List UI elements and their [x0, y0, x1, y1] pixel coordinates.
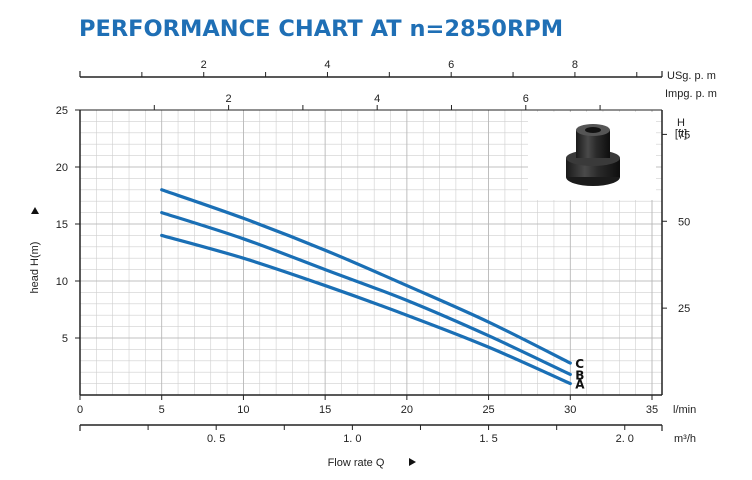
- y-axis-arrow-icon: [31, 207, 39, 214]
- y-tick-label: 5: [62, 333, 68, 345]
- m3h-tick-label: 1. 5: [479, 433, 497, 445]
- usgpm-tick-label: 2: [201, 59, 207, 71]
- ft-unit-top: H: [677, 117, 685, 129]
- pump-product-image: [528, 112, 656, 200]
- usgpm-tick-label: 8: [572, 59, 578, 71]
- ft-tick-label: 50: [678, 216, 690, 228]
- ft-tick-label: 75: [678, 129, 690, 141]
- x-tick-label: 15: [319, 404, 331, 416]
- curve-b: [160, 211, 572, 377]
- x-unit-label: l/min: [673, 404, 696, 416]
- x-tick-label: 35: [646, 404, 658, 416]
- x-tick-label: 10: [237, 404, 249, 416]
- curve-label-a: A: [575, 378, 585, 392]
- x-axis-label: Flow rate Q: [328, 457, 385, 469]
- impgpm-tick-label: 2: [226, 93, 232, 105]
- text-layer: 0 5 10 15 20 25 30 35 l/min 5 10 15 20 25 head H(m) 25 5…: [29, 59, 717, 469]
- x-tick-label: 30: [564, 404, 576, 416]
- curve-label-c: C: [575, 357, 584, 371]
- x-tick-label: 0: [77, 404, 83, 416]
- m3h-tick-label: 0. 5: [207, 433, 225, 445]
- m3h-tick-label: 2. 0: [616, 433, 634, 445]
- series-layer: [160, 188, 572, 386]
- x-axis-arrow-icon: [409, 458, 416, 466]
- usgpm-tick-label: 4: [324, 59, 330, 71]
- curve-a: [160, 233, 572, 386]
- axes: [75, 71, 667, 431]
- usgpm-unit-label: USg. p. m: [667, 70, 716, 82]
- ft-unit-bottom: [ft]: [675, 128, 687, 140]
- y-tick-label: 20: [56, 162, 68, 174]
- y-tick-label: 10: [56, 276, 68, 288]
- x-tick-label: 25: [482, 404, 494, 416]
- chart-title: PERFORMANCE CHART AT n=2850RPM: [79, 16, 564, 42]
- y-axis-label: head H(m): [29, 242, 41, 294]
- ft-tick-label: 25: [678, 303, 690, 315]
- x-tick-label: 5: [159, 404, 165, 416]
- curve-c: [160, 188, 572, 365]
- y-tick-label: 15: [56, 219, 68, 231]
- curve-label-b: B: [575, 368, 584, 382]
- x-tick-label: 20: [401, 404, 413, 416]
- impgpm-unit-label: Impg. p. m: [665, 88, 717, 100]
- impgpm-tick-label: 6: [523, 93, 529, 105]
- m3h-unit-label: m³/h: [674, 433, 696, 445]
- y-tick-label: 25: [56, 105, 68, 117]
- usgpm-tick-label: 6: [448, 59, 454, 71]
- m3h-tick-label: 1. 0: [343, 433, 361, 445]
- impgpm-tick-label: 4: [374, 93, 380, 105]
